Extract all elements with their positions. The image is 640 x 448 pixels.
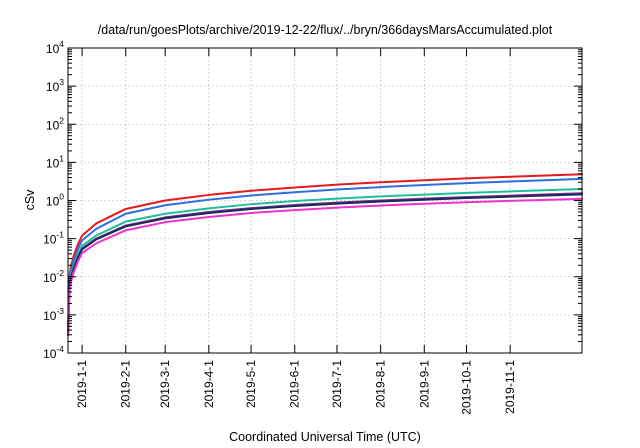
series-line-5	[67, 193, 583, 336]
x-tick-label: 2019-2-1	[119, 360, 133, 408]
y-tick-exponent: 2	[59, 115, 64, 125]
y-tick-base: 10	[46, 118, 60, 132]
y-tick-base: 10	[46, 42, 60, 56]
series-line-4	[67, 192, 583, 336]
y-tick-label: 10-1	[43, 230, 64, 247]
y-tick-label: 10-2	[43, 268, 64, 285]
x-tick-label: 2019-8-1	[374, 360, 388, 408]
y-tick-exponent: 4	[59, 39, 64, 49]
x-tick-label: 2019-11-1	[503, 360, 517, 414]
y-tick-base: 10	[46, 80, 60, 94]
y-tick-label: 103	[46, 77, 64, 94]
y-tick-label: 100	[46, 192, 64, 209]
series-line-3	[67, 188, 583, 336]
y-tick-exponent: -4	[56, 344, 64, 354]
x-tick-label: 2019-6-1	[288, 360, 302, 408]
series-line-6	[67, 197, 583, 336]
series-line-2	[67, 177, 583, 336]
series-line-1	[67, 173, 583, 336]
x-tick-label: 2019-3-1	[158, 360, 172, 408]
y-tick-exponent: -2	[56, 268, 64, 278]
x-tick-label: 2019-10-1	[460, 360, 474, 415]
y-tick-base: 10	[43, 271, 57, 285]
y-tick-exponent: 0	[59, 192, 64, 202]
y-tick-base: 10	[43, 233, 57, 247]
chart-title: /data/run/goesPlots/archive/2019-12-22/f…	[98, 23, 553, 37]
y-tick-label: 101	[46, 153, 64, 170]
x-axis-tick-labels: 2019-1-1 2019-2-1 2019-3-1 2019-4-1 2019-5-1…	[75, 360, 517, 415]
x-axis-label: Coordinated Universal Time (UTC)	[229, 430, 421, 444]
y-tick-exponent: -1	[56, 230, 64, 240]
data-series	[67, 173, 583, 336]
x-tick-label: 2019-1-1	[75, 360, 89, 408]
y-tick-label: 102	[46, 115, 64, 132]
x-tick-label: 2019-9-1	[417, 360, 431, 408]
y-tick-base: 10	[43, 347, 57, 361]
axis-ticks	[68, 47, 582, 354]
y-tick-label: 10-4	[43, 344, 64, 361]
x-tick-label: 2019-5-1	[244, 360, 258, 408]
y-tick-exponent: -3	[56, 306, 64, 316]
x-tick-label: 2019-4-1	[202, 360, 216, 408]
y-tick-exponent: 1	[59, 153, 64, 163]
y-axis-label: cSv	[23, 189, 37, 211]
x-tick-label: 2019-7-1	[330, 360, 344, 408]
y-tick-label: 10-3	[43, 306, 64, 323]
y-tick-exponent: 3	[59, 77, 64, 87]
y-tick-label: 104	[46, 39, 64, 56]
y-tick-base: 10	[43, 309, 57, 323]
y-tick-base: 10	[46, 195, 60, 209]
y-tick-base: 10	[46, 156, 60, 170]
